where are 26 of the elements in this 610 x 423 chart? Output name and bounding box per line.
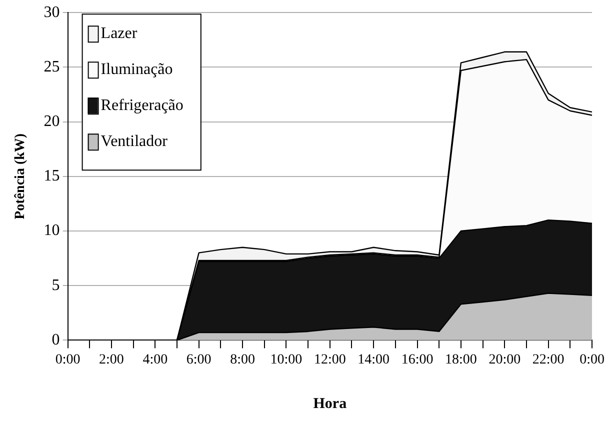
x-tick-label: 14:00 bbox=[358, 352, 390, 368]
y-tick-label: 20 bbox=[44, 113, 60, 130]
y-tick-label: 5 bbox=[52, 276, 60, 294]
y-tick-label: 30 bbox=[44, 4, 60, 21]
x-tick-label: 20:00 bbox=[488, 352, 521, 368]
legend-label: Iluminação bbox=[100, 60, 173, 78]
y-tick-label: 0 bbox=[52, 331, 60, 348]
x-tick-label: 22:00 bbox=[532, 352, 564, 368]
legend-label: Lazer bbox=[100, 24, 138, 42]
y-tick-label: 15 bbox=[44, 168, 60, 185]
x-tick-label: 12:00 bbox=[314, 352, 346, 368]
legend-label: Ventilador bbox=[100, 132, 168, 150]
x-tick-label: 6:00 bbox=[186, 352, 212, 368]
y-axis-title: Potência (kW) bbox=[13, 133, 28, 220]
x-tick-label: 0:00 bbox=[55, 352, 80, 368]
legend-label: Refrigeração bbox=[100, 96, 184, 114]
x-tick-label: 0:00 bbox=[580, 352, 604, 368]
x-tick-label: 2:00 bbox=[99, 352, 124, 368]
x-tick-label: 16:00 bbox=[401, 352, 434, 368]
x-tick-label: 10:00 bbox=[270, 352, 302, 368]
x-tick-label: 4:00 bbox=[142, 352, 168, 368]
x-tick-label: 18:00 bbox=[445, 352, 477, 368]
y-tick-label: 25 bbox=[44, 58, 60, 76]
y-tick-label: 10 bbox=[44, 222, 60, 240]
x-tick-label: 8:00 bbox=[230, 352, 255, 368]
x-axis-title: Hora bbox=[313, 396, 348, 412]
